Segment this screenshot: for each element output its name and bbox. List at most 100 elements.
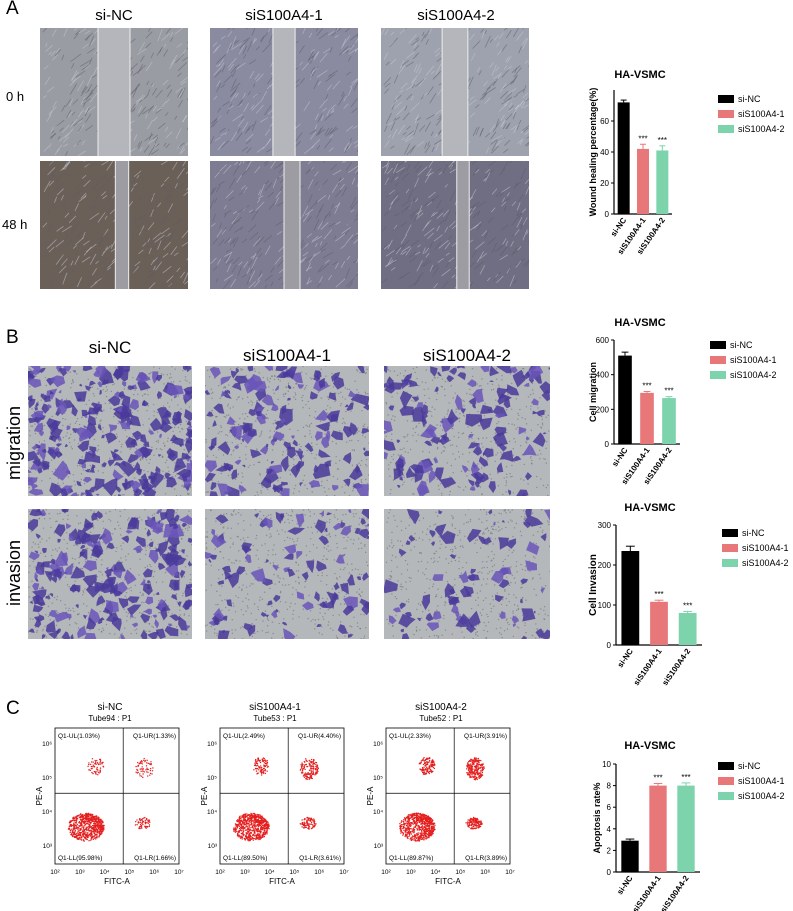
- bar-si-NC: [621, 551, 640, 645]
- chart-ytick-label: 6: [607, 803, 612, 812]
- transwell-image-migration-3: [384, 366, 550, 496]
- chart-ytick-label: 100: [598, 601, 612, 610]
- legend-label: si-NC: [738, 761, 761, 771]
- transwell-image-migration-2: [205, 366, 369, 496]
- significance-mark: ***: [664, 387, 673, 396]
- legend-label: siS100A4-1: [730, 355, 777, 365]
- chart-category-label: siS100A4-2: [659, 874, 691, 911]
- chart-category-label: siS100A4-2: [660, 647, 692, 688]
- chart-ytick-label: 200: [596, 405, 610, 414]
- chart-ytick-label: 40: [600, 148, 609, 157]
- legend-label: siS100A4-1: [742, 543, 789, 553]
- legend-swatch: [710, 341, 726, 349]
- flow-q-ur: Q1-UR(1.33%): [133, 733, 176, 740]
- chart-title: HA-VSMC: [614, 317, 665, 329]
- bar-siS100A4-1: [650, 601, 668, 645]
- flow-plot-svg: Q1-UL(2.49%) Q1-UR(4.40%) Q1-LL(89.50%) Q1-…: [200, 727, 349, 886]
- flow-ytick: 10⁶: [207, 741, 217, 748]
- legend-swatch: [710, 356, 726, 364]
- chart-ytick-label: 200: [598, 561, 612, 570]
- bar-siS100A4-2: [662, 398, 676, 444]
- bar-siS100A4-2: [656, 150, 669, 214]
- significance-mark: ***: [654, 590, 663, 599]
- flow-ytick: 10³: [208, 843, 218, 850]
- chart-category-label: siS100A4-1: [632, 647, 664, 688]
- legend-label: siS100A4-1: [738, 109, 785, 119]
- legend-swatch: [710, 371, 726, 379]
- chart-y-label: Apoptosis rate%: [592, 782, 602, 853]
- chart-ytick-label: 400: [596, 371, 610, 380]
- flow-plot-2: siS100A4-1 Tube53 : P1 Q1-UL(2.49%) Q1-UR(4…: [200, 702, 350, 902]
- flow-plot-tube: Tube52 : P1: [419, 714, 463, 723]
- bar-siS100A4-2: [678, 613, 697, 645]
- chart-category-label: si-NC: [610, 446, 629, 468]
- chart-title: HA-VSMC: [624, 740, 675, 752]
- flow-x-label: FITC-A: [269, 877, 295, 886]
- flow-ytick: 10⁵: [42, 775, 52, 782]
- flow-q-lr: Q1-LR(3.89%): [465, 855, 507, 862]
- panel-b-col-title-3: siS100A4-2: [423, 346, 511, 365]
- flow-xtick: 10⁶: [149, 869, 159, 876]
- flow-plot-3: siS100A4-2 Tube52 : P1 Q1-UL(2.33%) Q1-UR(3…: [366, 702, 516, 902]
- legend-swatch: [718, 792, 734, 800]
- significance-mark: ***: [658, 136, 667, 145]
- panel-b-letter: B: [6, 327, 19, 348]
- flow-ytick: 10⁴: [42, 809, 52, 816]
- panel-a-col-title-1: si-NC: [95, 7, 133, 24]
- transwell-image-migration-1: [28, 366, 192, 496]
- significance-mark: ***: [638, 134, 647, 143]
- flow-xtick: 10²: [381, 869, 391, 876]
- flow-y-label: PE-A: [35, 786, 44, 805]
- chart-ytick-label: 0: [605, 210, 610, 219]
- flow-xtick: 10⁵: [455, 869, 465, 876]
- wound-image-0h-2: [210, 28, 358, 156]
- flow-ytick: 10³: [374, 843, 384, 850]
- flow-plot-title: siS100A4-2: [415, 702, 467, 713]
- legend-label: si-NC: [730, 340, 753, 350]
- flow-plot-tube: Tube94 : P1: [88, 714, 132, 723]
- legend-swatch: [722, 529, 738, 537]
- flow-ytick: 10⁶: [373, 741, 383, 748]
- significance-mark: ***: [683, 601, 692, 610]
- transwell-image-invasion-2: [205, 509, 369, 639]
- legend-swatch: [722, 544, 738, 552]
- flow-q-ur: Q1-UR(3.91%): [464, 733, 507, 740]
- chart-ytick-label: 2: [607, 846, 612, 855]
- legend-swatch: [718, 95, 734, 103]
- flow-xtick: 10⁵: [124, 869, 134, 876]
- bar-siS100A4-1: [640, 392, 654, 444]
- flow-q-ll: Q1-LL(89.87%): [389, 855, 433, 862]
- chart-category-label: si-NC: [615, 874, 634, 896]
- chart-ytick-label: 0: [605, 440, 610, 449]
- flow-xtick: 10³: [406, 869, 416, 876]
- chart-y-label: Cell Invasion: [588, 554, 599, 616]
- flow-ytick: 10⁵: [373, 775, 383, 782]
- panel-a-col-title-3: siS100A4-2: [417, 7, 495, 24]
- panel-a-col-title-2: siS100A4-1: [245, 7, 323, 24]
- flow-plot-title: siS100A4-1: [249, 702, 301, 713]
- legend-label: siS100A4-2: [738, 124, 785, 134]
- bar-si-NC: [621, 840, 639, 872]
- legend-swatch: [722, 559, 738, 567]
- flow-ytick: 10⁶: [42, 741, 52, 748]
- panel-b-col-title-2: siS100A4-1: [243, 346, 331, 365]
- bar-siS100A4-1: [637, 148, 649, 214]
- wound-image-48h-2: [210, 161, 358, 289]
- legend-swatch: [718, 110, 734, 118]
- flow-xtick: 10³: [75, 869, 85, 876]
- flow-xtick: 10⁷: [339, 869, 349, 876]
- flow-xtick: 10⁶: [314, 869, 324, 876]
- chart-title: HA-VSMC: [614, 69, 665, 81]
- flow-ytick: 10⁴: [373, 809, 383, 816]
- flow-x-label: FITC-A: [104, 877, 130, 886]
- legend-label: siS100A4-2: [738, 791, 785, 801]
- significance-mark: ***: [681, 773, 690, 782]
- chart-category-label: si-NC: [616, 647, 635, 669]
- flow-xtick: 10⁴: [100, 869, 110, 876]
- flow-plot-tube: Tube53 : P1: [253, 714, 297, 723]
- significance-mark: ***: [642, 381, 651, 390]
- flow-plot-svg: Q1-UL(2.33%) Q1-UR(3.91%) Q1-LL(89.87%) Q1-…: [366, 727, 515, 886]
- panel-a-letter: A: [6, 0, 19, 19]
